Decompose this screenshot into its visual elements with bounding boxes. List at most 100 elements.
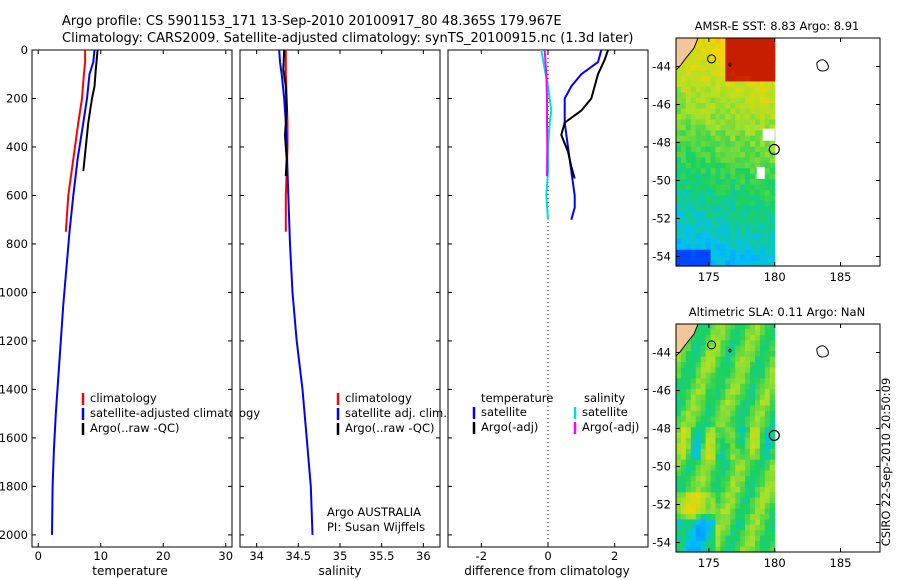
map-cell [735,179,741,186]
map-cell [705,438,712,445]
map-cell [735,173,741,180]
difference-x-axis: -2 0 2 [476,50,618,563]
map-cell [700,244,707,251]
map-cell [754,184,761,191]
map-cell [680,514,687,521]
map-cell [745,340,751,347]
map-cell [685,378,692,385]
map-cell [685,432,692,439]
map-cell [695,195,702,202]
map-cell [754,541,761,548]
map-cell [710,103,717,110]
map-cell [676,135,682,142]
map-cell [680,421,687,428]
map-cell [710,48,717,55]
map-cell [705,48,712,55]
map-cell [764,222,771,229]
map-cell [695,454,702,461]
map-cell [695,70,702,77]
map-cell [740,427,746,434]
map-cell [764,394,771,401]
map-cell [769,372,776,379]
map-cell [735,394,741,401]
map-cell [705,43,712,50]
series-line [560,50,609,179]
map-cell [700,157,707,164]
map-cell [745,476,751,483]
float-position-marker [768,143,780,156]
map-cell [690,92,697,99]
map-cell [720,168,726,175]
map-cell [700,141,707,148]
map-cell [690,400,697,407]
map-cell [680,65,687,72]
map-cell [730,508,736,515]
map-cell [735,260,741,267]
map-cell [769,103,776,110]
map-cell [750,459,756,466]
map-cell [759,135,766,142]
map-cell [676,114,682,121]
map-cell [680,103,687,110]
map-cell [690,465,697,472]
map-cell [676,503,682,510]
legend-label-climatology: climatology [345,391,412,405]
map-cell [676,233,682,240]
map-cell [725,141,731,148]
map-cell [759,108,766,115]
map-cell [750,238,756,245]
map-cell [754,530,761,537]
map-cell [690,351,697,358]
map-cell [710,334,717,341]
map-cell [710,190,717,197]
map-cell [690,481,697,488]
map-cell [750,114,756,121]
map-cell [685,124,692,131]
map-cell [680,492,687,499]
series-line [543,50,549,177]
map-cell [745,114,751,121]
map-cell [735,255,741,262]
map-cell [715,541,722,548]
map-cell [700,530,707,537]
map-cell [710,508,717,515]
map-cell [740,70,746,77]
map-cell [690,470,697,477]
map-cell [705,432,712,439]
map-cell [715,135,722,142]
map-cell [720,222,726,229]
map-cell [750,108,756,115]
map-cell [705,59,712,66]
map-cell [685,400,692,407]
map-cell [759,340,766,347]
map-cell [690,108,697,115]
map-cell [695,546,702,553]
map-cell [715,459,722,466]
map-cell [750,86,756,93]
map-cell [754,448,761,455]
map-cell [759,65,766,72]
map-cell [740,86,746,93]
map-cell [676,400,682,407]
map-cell [750,514,756,521]
map-cell [745,238,751,245]
map-cell [676,524,682,531]
map-cell [754,340,761,347]
map-cell [725,255,731,262]
map-cell [685,470,692,477]
map-cell [680,410,687,417]
map-cell [730,48,736,55]
map-cell [715,389,722,396]
map-cell [769,324,776,331]
map-cell [695,448,702,455]
map-cell [745,65,751,72]
map-cell [730,459,736,466]
map-cell [764,211,771,218]
map-cell [735,432,741,439]
map-cell [685,351,692,358]
map-cell [750,503,756,510]
map-cell [700,59,707,66]
map-cell [764,340,771,347]
map-cell [759,410,766,417]
map-cell [745,233,751,240]
